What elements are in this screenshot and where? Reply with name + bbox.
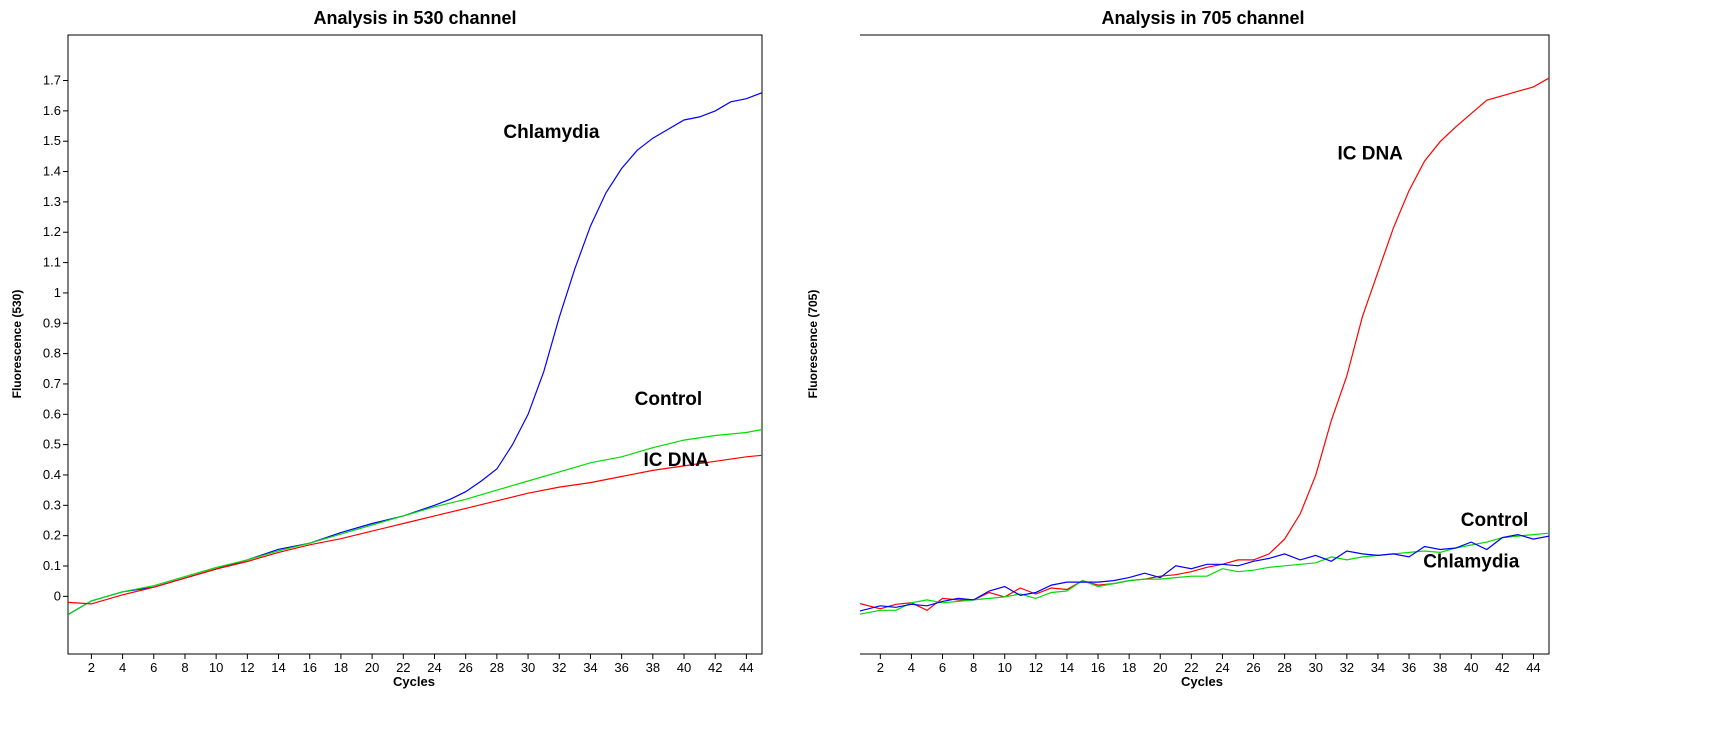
x-tick-label: 4 xyxy=(119,660,126,675)
x-tick-label: 22 xyxy=(396,660,410,675)
x-tick-label: 42 xyxy=(1495,660,1509,675)
chart-panel-705: Analysis in 705 channel Fluorescence (70… xyxy=(806,0,1721,756)
x-tick-label: 38 xyxy=(646,660,660,675)
x-tick-label: 18 xyxy=(1122,660,1136,675)
chart-panel-530: Analysis in 530 channel Fluorescence (53… xyxy=(0,0,860,756)
x-axis-label: Cycles xyxy=(393,674,435,689)
y-tick-label: 0.3 xyxy=(43,497,61,512)
x-tick-label: 6 xyxy=(150,660,157,675)
series-annotation: Chlamydia xyxy=(1423,551,1520,572)
y-tick-label: 0.2 xyxy=(43,528,61,543)
y-tick-label: 0.8 xyxy=(43,346,61,361)
x-tick-label: 2 xyxy=(88,660,95,675)
x-tick-label: 6 xyxy=(939,660,946,675)
x-tick-label: 24 xyxy=(1215,660,1229,675)
series-line-ic-dna xyxy=(68,454,762,605)
y-tick-label: 0.1 xyxy=(43,558,61,573)
x-tick-label: 28 xyxy=(490,660,504,675)
series-annotation: IC DNA xyxy=(643,450,709,471)
x-tick-label: 42 xyxy=(708,660,722,675)
series-line-control xyxy=(860,532,1549,615)
plot-area: 00.020.040.060.080.10.120.140.160.180.20… xyxy=(860,34,1550,675)
x-tick-label: 32 xyxy=(552,660,566,675)
y-tick-label: 0.6 xyxy=(43,406,61,421)
y-axis-label: Fluorescence (705) xyxy=(806,289,820,398)
x-tick-label: 38 xyxy=(1433,660,1447,675)
x-tick-label: 32 xyxy=(1340,660,1354,675)
plot-frame xyxy=(860,34,1550,655)
x-tick-label: 40 xyxy=(1464,660,1478,675)
plot-frame xyxy=(67,34,763,655)
x-tick-label: 26 xyxy=(1246,660,1260,675)
x-tick-label: 30 xyxy=(521,660,535,675)
y-tick-label: 1.4 xyxy=(43,164,61,179)
series-line-ic-dna xyxy=(860,77,1549,612)
y-tick-label: 1 xyxy=(54,285,61,300)
x-tick-label: 44 xyxy=(1526,660,1540,675)
series-annotation: Control xyxy=(1461,510,1529,531)
x-tick-label: 14 xyxy=(1060,660,1074,675)
series-line-control xyxy=(68,428,762,616)
plot-area: 0 0.1 0.2 0.3 0.4 0.5 0.6 0.7 0.8 0.9 1 1.1 1.2 1.3 1.… xyxy=(43,34,763,675)
y-tick-label: 1.7 xyxy=(43,73,61,88)
x-tick-label: 16 xyxy=(1091,660,1105,675)
x-tick-label: 12 xyxy=(240,660,254,675)
x-tick-label: 36 xyxy=(1402,660,1416,675)
x-tick-label: 10 xyxy=(997,660,1011,675)
x-tick-label: 22 xyxy=(1184,660,1198,675)
y-tick-label: 0.7 xyxy=(43,376,61,391)
chart-title: Analysis in 705 channel xyxy=(1101,8,1305,28)
x-tick-label: 8 xyxy=(970,660,977,675)
x-tick-label: 2 xyxy=(877,660,884,675)
x-tick-label: 8 xyxy=(181,660,188,675)
x-tick-label: 36 xyxy=(614,660,628,675)
x-tick-label: 18 xyxy=(334,660,348,675)
x-tick-label: 24 xyxy=(427,660,441,675)
x-tick-label: 28 xyxy=(1277,660,1291,675)
y-tick-label: 1.5 xyxy=(43,133,61,148)
x-tick-label: 12 xyxy=(1029,660,1043,675)
y-tick-label: 1.6 xyxy=(43,103,61,118)
x-tick-label: 14 xyxy=(271,660,285,675)
x-tick-label: 10 xyxy=(209,660,223,675)
y-tick-label: 1.2 xyxy=(43,224,61,239)
y-tick-label: 1.1 xyxy=(43,255,61,270)
y-tick-label: 0.9 xyxy=(43,315,61,330)
chart-title: Analysis in 530 channel xyxy=(313,8,517,28)
y-tick-label: 1.3 xyxy=(43,194,61,209)
series-annotation: IC DNA xyxy=(1337,144,1403,165)
series-annotation: Control xyxy=(635,389,703,410)
series-annotation: Chlamydia xyxy=(503,122,600,143)
x-tick-label: 4 xyxy=(908,660,915,675)
x-axis-label: Cycles xyxy=(1181,674,1223,689)
y-tick-label: 0.5 xyxy=(43,437,61,452)
x-tick-label: 26 xyxy=(458,660,472,675)
y-tick-label: 0.4 xyxy=(43,467,61,482)
x-tick-label: 34 xyxy=(1371,660,1385,675)
x-tick-label: 20 xyxy=(365,660,379,675)
x-tick-label: 16 xyxy=(302,660,316,675)
x-tick-label: 44 xyxy=(739,660,753,675)
series-line-chlamydia xyxy=(860,533,1549,612)
x-tick-label: 34 xyxy=(583,660,597,675)
x-tick-label: 40 xyxy=(677,660,691,675)
series-line-chlamydia xyxy=(68,92,762,616)
x-tick-label: 30 xyxy=(1309,660,1323,675)
y-tick-label: 0 xyxy=(54,588,61,603)
x-tick-label: 20 xyxy=(1153,660,1167,675)
